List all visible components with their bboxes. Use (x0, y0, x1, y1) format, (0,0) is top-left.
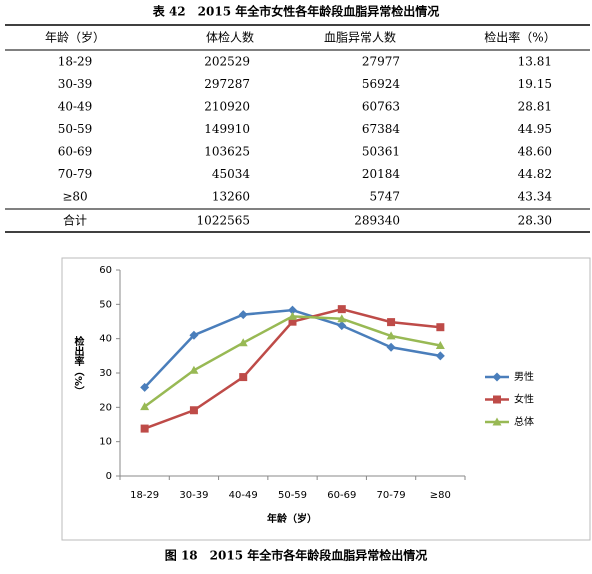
table-cell: 67384 (362, 122, 401, 136)
marker (288, 317, 297, 326)
table-cell: 297287 (204, 77, 250, 91)
table-cell: 18-29 (58, 55, 93, 69)
legend-label: 总体 (514, 415, 534, 428)
series-line (144, 307, 441, 430)
figure-caption: 图 18 2015 年全市各年龄段血脂异常检出情况 (165, 548, 427, 563)
x-tick-label: 30-39 (179, 490, 208, 501)
marker (493, 395, 501, 404)
chart: 0 10 20 30 40 50 60 18-29 30-39 40-49 50-59 60-69 70… (72, 265, 534, 525)
x-tick-label: 60-69 (327, 490, 356, 501)
table-total: 289340 (354, 214, 400, 228)
table-cell: 44.82 (518, 167, 552, 181)
marker (239, 373, 248, 382)
x-tick-label: 50-59 (278, 490, 307, 501)
table-header: 血脂异常人数 (324, 30, 396, 45)
table-cell: ≥80 (62, 190, 87, 204)
marker (435, 351, 445, 361)
marker (492, 417, 502, 426)
marker (435, 341, 445, 350)
marker (288, 311, 297, 320)
table-cell: 60763 (362, 100, 400, 114)
marker (189, 406, 198, 415)
table-cell: 48.60 (518, 145, 552, 159)
table-cell: 27977 (362, 55, 400, 69)
table-cell: 210920 (204, 100, 250, 114)
y-tick-label: 50 (99, 299, 112, 310)
marker (140, 424, 149, 433)
table-cell: 50361 (362, 145, 400, 159)
y-tick-label: 30 (99, 368, 112, 379)
marker (238, 310, 248, 320)
table-header: 体检人数 (206, 30, 254, 45)
marker (436, 323, 445, 332)
chart-frame (61, 257, 591, 541)
table-title: 表 42 2015 年全市女性各年龄段血脂异常检出情况 (152, 4, 439, 19)
table-header: 检出率（%） (484, 30, 555, 45)
marker (189, 330, 199, 340)
table-total: 合计 (63, 213, 87, 228)
legend-label: 女性 (514, 393, 534, 406)
table-cell: 43.34 (518, 190, 553, 204)
marker (386, 342, 396, 352)
table-total: 1022565 (197, 214, 250, 228)
table-cell: 202529 (204, 55, 250, 69)
x-tick-label: ≥80 (430, 490, 451, 501)
marker (386, 331, 396, 340)
table-cell: 149910 (204, 122, 250, 136)
table-cell: 50-59 (58, 122, 93, 136)
table-cell: 30-39 (58, 77, 93, 91)
table-header: 年龄（岁） (45, 30, 105, 45)
x-tick-label: 40-49 (229, 490, 258, 501)
x-tick-label: 70-79 (377, 490, 406, 501)
table-cell: 103625 (204, 145, 250, 159)
marker (140, 382, 150, 392)
legend-label: 男性 (514, 370, 534, 383)
table-cell: 44.95 (518, 122, 552, 136)
table-total: 28.30 (518, 214, 552, 228)
table-cell: 13260 (212, 190, 250, 204)
y-axis-label: 检出率（%） (72, 335, 85, 396)
y-tick-label: 10 (99, 437, 112, 448)
marker (288, 305, 297, 315)
marker (492, 372, 502, 382)
marker (337, 314, 347, 323)
table-cell: 20184 (362, 167, 401, 181)
marker (238, 338, 248, 347)
marker (337, 321, 347, 331)
table-cell: 56924 (362, 77, 401, 91)
marker (189, 365, 199, 374)
table-cell: 40-49 (58, 100, 93, 114)
x-tick-label: 18-29 (130, 490, 159, 501)
table-cell: 28.81 (518, 100, 552, 114)
table-cell: 70-79 (58, 167, 93, 181)
y-tick-label: 60 (99, 265, 112, 276)
marker (140, 402, 150, 411)
y-tick-label: 20 (99, 402, 112, 413)
table-cell: 19.15 (518, 77, 552, 91)
table-cell: 60-69 (58, 145, 93, 159)
marker (337, 305, 346, 314)
table-cell: 45034 (212, 167, 251, 181)
marker (387, 318, 396, 327)
table-cell: 5747 (369, 190, 400, 204)
table-cell: 13.81 (518, 55, 552, 69)
series-line (143, 315, 441, 408)
y-tick-label: 40 (99, 334, 112, 345)
y-tick-label: 0 (106, 471, 112, 482)
x-axis-label: 年龄（岁） (267, 512, 317, 525)
